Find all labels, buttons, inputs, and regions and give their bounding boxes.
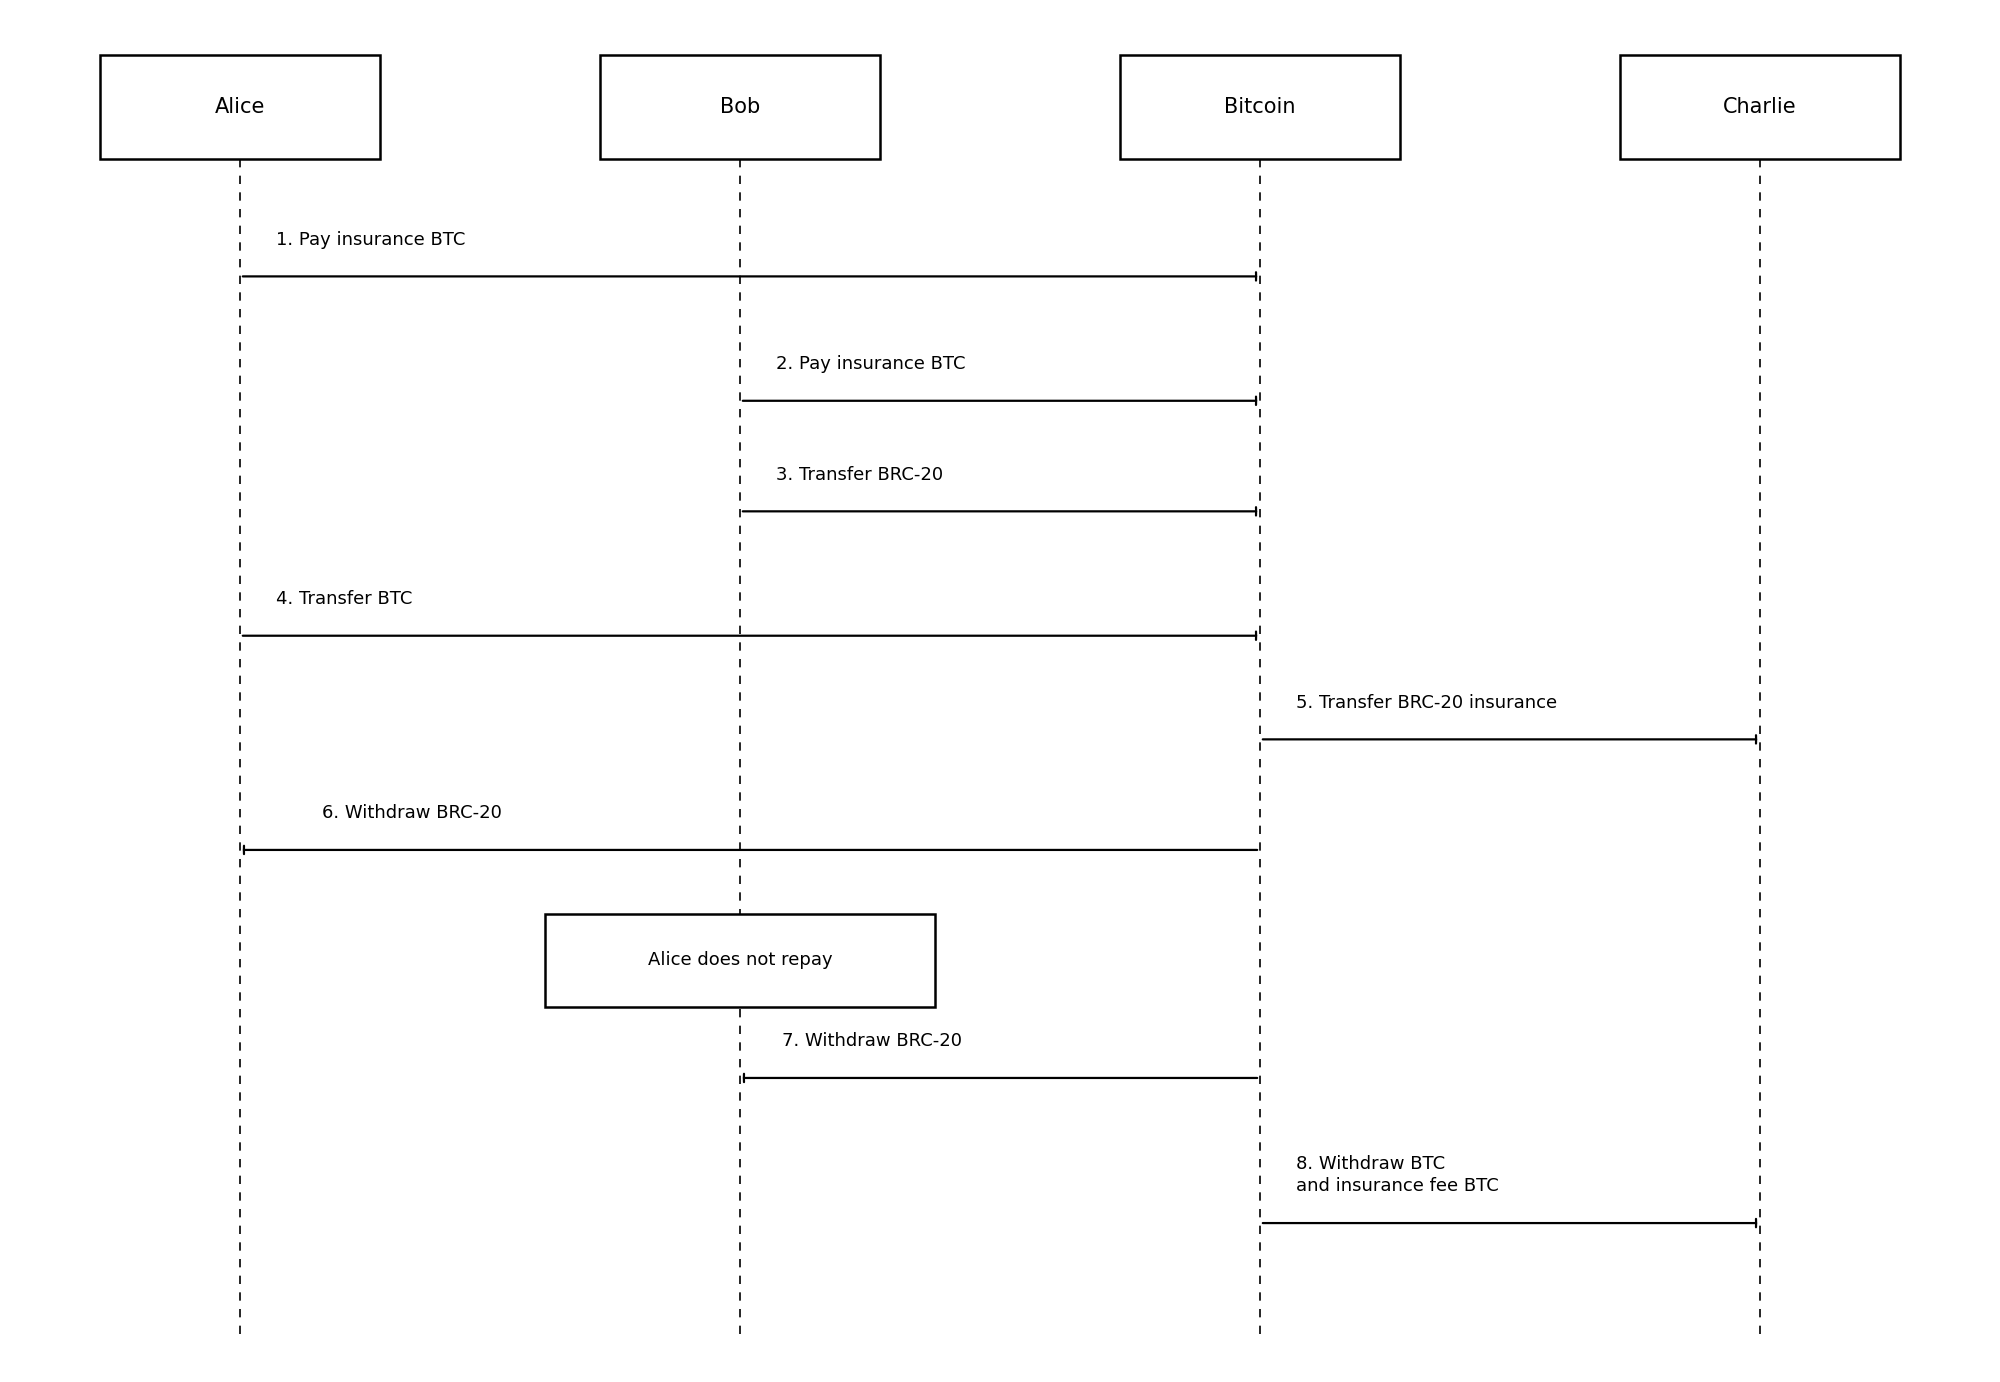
Text: Bitcoin: Bitcoin (1224, 97, 1296, 117)
Text: 4. Transfer BTC: 4. Transfer BTC (276, 590, 412, 608)
FancyBboxPatch shape (600, 55, 880, 159)
Text: 8. Withdraw BTC
and insurance fee BTC: 8. Withdraw BTC and insurance fee BTC (1296, 1155, 1498, 1195)
Text: 3. Transfer BRC-20: 3. Transfer BRC-20 (776, 466, 944, 484)
Text: Bob: Bob (720, 97, 760, 117)
FancyBboxPatch shape (100, 55, 380, 159)
Text: Alice does not repay: Alice does not repay (648, 951, 832, 970)
Text: 5. Transfer BRC-20 insurance: 5. Transfer BRC-20 insurance (1296, 694, 1558, 712)
FancyBboxPatch shape (1120, 55, 1400, 159)
FancyBboxPatch shape (1620, 55, 1900, 159)
Text: 6. Withdraw BRC-20: 6. Withdraw BRC-20 (322, 804, 502, 822)
FancyBboxPatch shape (544, 914, 934, 1007)
Text: 7. Withdraw BRC-20: 7. Withdraw BRC-20 (782, 1032, 962, 1050)
Text: 2. Pay insurance BTC: 2. Pay insurance BTC (776, 355, 966, 373)
Text: Alice: Alice (214, 97, 266, 117)
Text: 1. Pay insurance BTC: 1. Pay insurance BTC (276, 231, 466, 249)
Text: Charlie: Charlie (1724, 97, 1796, 117)
